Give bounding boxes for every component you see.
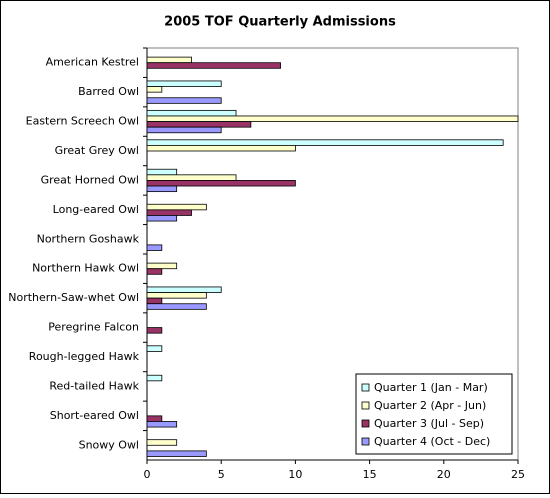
- x-tick-label: 15: [363, 468, 377, 481]
- bar: [146, 185, 178, 193]
- bar: [146, 244, 163, 251]
- bar: [146, 215, 178, 222]
- bar: [146, 450, 207, 457]
- bar: [146, 56, 192, 64]
- y-tick-label: Barred Owl: [78, 85, 139, 98]
- bar: [146, 262, 178, 270]
- y-tick-label: Short-eared Owl: [50, 409, 139, 422]
- y-tick-label: Northern-Saw-whet Owl: [8, 291, 139, 304]
- x-tick-label: 0: [144, 468, 151, 481]
- bar: [146, 121, 252, 128]
- y-tick-label: Eastern Screech Owl: [26, 115, 139, 128]
- x-tick-label: 10: [288, 468, 302, 481]
- bar: [146, 268, 163, 275]
- y-tick-label: Great Grey Owl: [55, 144, 139, 157]
- bar: [146, 126, 222, 134]
- bar: [146, 168, 178, 176]
- legend-swatch: [361, 401, 370, 410]
- y-tick-label: Snowy Owl: [79, 438, 139, 451]
- bar: [146, 286, 222, 293]
- legend-swatch: [361, 419, 370, 428]
- legend-swatch: [361, 437, 370, 446]
- y-tick-label: Northern Goshawk: [37, 232, 140, 245]
- x-tick-label: 20: [437, 468, 451, 481]
- bar: [146, 174, 237, 181]
- bar: [146, 139, 504, 146]
- legend-swatch: [361, 383, 370, 392]
- chart-title: 2005 TOF Quarterly Admissions: [164, 15, 396, 30]
- bar: [146, 86, 163, 93]
- bar: [146, 62, 281, 69]
- bar: [146, 374, 163, 382]
- bar: [146, 80, 222, 87]
- bar: [146, 144, 296, 152]
- y-tick-label: American Kestrel: [46, 56, 139, 69]
- bar: [146, 203, 207, 211]
- legend-label: Quarter 2 (Apr - Jun): [374, 399, 486, 412]
- x-tick-label: 25: [511, 468, 525, 481]
- bar: [146, 180, 296, 187]
- bar: [146, 303, 207, 310]
- bar: [146, 327, 163, 334]
- bar: [146, 109, 237, 117]
- y-tick-label: Long-eared Owl: [53, 203, 139, 216]
- bar: [146, 292, 207, 299]
- y-tick-label: Great Horned Owl: [41, 173, 139, 186]
- bar: [146, 345, 163, 352]
- y-tick-label: Red-tailed Hawk: [49, 379, 139, 392]
- bar: [146, 421, 178, 428]
- legend-label: Quarter 3 (Jul - Sep): [374, 417, 484, 430]
- bar: [146, 415, 163, 422]
- bar: [146, 209, 192, 216]
- y-tick-label: Peregrine Falcon: [48, 321, 139, 334]
- bar: [146, 115, 519, 122]
- bar: [146, 439, 178, 446]
- legend-label: Quarter 4 (Oct - Dec): [374, 435, 490, 448]
- bar: [146, 297, 163, 305]
- legend-box: [355, 373, 513, 455]
- bar: [146, 97, 222, 104]
- y-tick-label: Rough-legged Hawk: [29, 350, 140, 363]
- x-tick-label: 5: [218, 468, 225, 481]
- y-tick-label: Northern Hawk Owl: [32, 262, 139, 275]
- legend-label: Quarter 1 (Jan - Mar): [374, 381, 488, 394]
